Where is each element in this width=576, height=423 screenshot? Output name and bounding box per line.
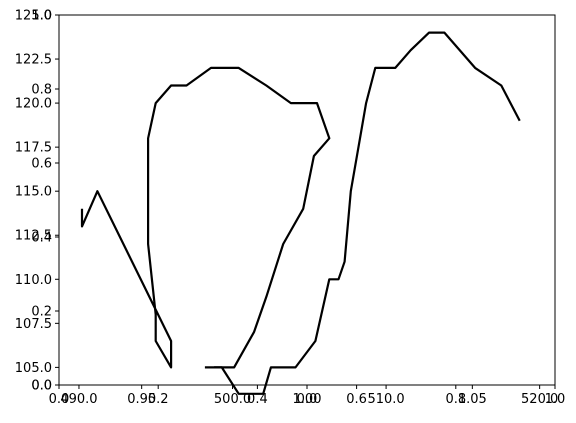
axis-main-x-tick-label: 520.0 <box>521 392 558 407</box>
axis-overlay-a-y-tick-label: 0.6 <box>31 157 52 172</box>
axis-overlay-a-y-tick-label: 0.2 <box>31 305 52 320</box>
axis-overlay-a-y-tick-label: 1.0 <box>31 9 52 24</box>
axis-overlay-a-x-tick-label: 0.0 <box>49 392 70 407</box>
axis-overlay-a-y-tick-label: 0.4 <box>31 231 52 246</box>
axis-main-y-tick-label: 105.0 <box>15 361 52 376</box>
axis-overlay-a-x-tick-label: 0.2 <box>148 392 169 407</box>
axis-overlay-b-x-tick-label: 0.95 <box>127 392 156 407</box>
axis-overlay-a-x-tick-label: 0.8 <box>445 392 466 407</box>
axis-main-x-tick-label: 500.0 <box>214 392 251 407</box>
axis-main-y-tick-label: 125.0 <box>15 9 52 24</box>
axis-overlay-c-y-tick-label: 0.0 <box>31 379 52 394</box>
axis-main-y-tick-label: 117.5 <box>15 141 52 156</box>
series-line-2 <box>204 31 521 395</box>
axis-overlay-b-y-tick-label: 1.0 <box>31 9 52 24</box>
axis-overlay-a-y-tick-label: 0.0 <box>31 379 52 394</box>
axis-main-y-tick-label: 115.0 <box>15 185 52 200</box>
axis-overlay-a-x-tick-label: 1.0 <box>545 392 566 407</box>
axis-overlay-b-x-tick-label: 1.00 <box>293 392 322 407</box>
axis-overlay-a-y-tick-label: 0.8 <box>31 83 52 98</box>
axis-overlay-c-x-tick-label: 0.0 <box>297 392 318 407</box>
plot-area <box>80 31 521 395</box>
series-line-1 <box>80 66 331 369</box>
axis-main-x-tick-label: 510.0 <box>367 392 404 407</box>
axis-main-y-tick-label: 120.0 <box>15 97 52 112</box>
axis-main-x-tick-label: 490.0 <box>60 392 97 407</box>
axis-overlay-b-x-tick-label: 1.05 <box>458 392 487 407</box>
axis-overlay-a-x-tick-label: 0.6 <box>346 392 367 407</box>
axis-main-y-tick-label: 107.5 <box>15 317 52 332</box>
axis-overlay-a-x-tick-label: 0.4 <box>247 392 268 407</box>
axis-main-y-tick-label: 110.0 <box>15 273 52 288</box>
axes: 490.0 500.0 510.0 520.0 105.0 107.5 110.0 112.5… <box>15 9 566 408</box>
axis-main-y-tick-label: 112.5 <box>15 229 52 244</box>
axis-main-y-tick-label: 122.5 <box>15 53 52 68</box>
